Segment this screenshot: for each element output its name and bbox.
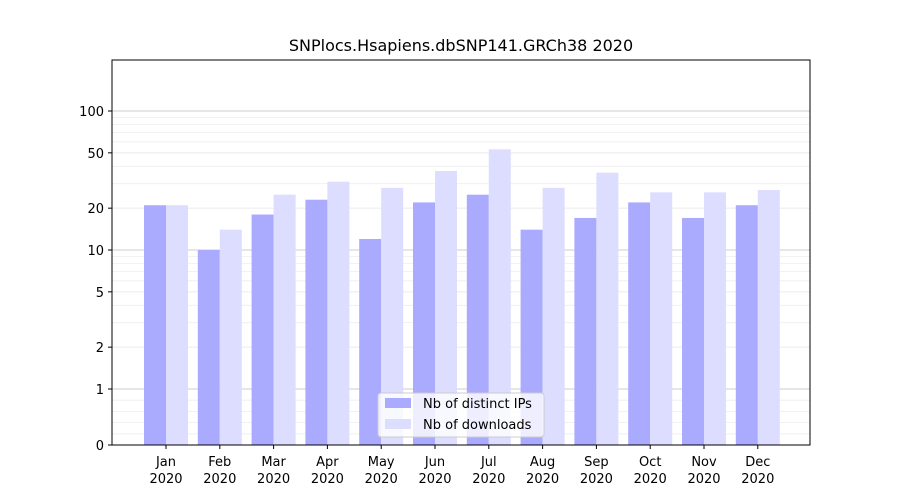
bar-distinct-ips-may <box>359 238 382 445</box>
y-tick-label: 2 <box>96 341 104 356</box>
y-tick-label: 0 <box>96 439 104 454</box>
bars <box>144 149 780 445</box>
bar-distinct-ips-feb <box>197 250 220 445</box>
x-tick-label-month: Mar <box>261 455 286 470</box>
y-tick-label: 100 <box>79 105 104 120</box>
bar-downloads-nov <box>704 192 726 445</box>
bar-distinct-ips-nov <box>682 217 704 445</box>
bar-distinct-ips-jul <box>466 194 489 445</box>
legend-swatch-distinct-ips <box>385 398 411 408</box>
bar-distinct-ips-oct <box>628 202 651 445</box>
y-tick-label: 50 <box>87 147 104 162</box>
bar-distinct-ips-dec <box>735 205 758 445</box>
x-tick-label-year: 2020 <box>472 472 505 487</box>
bar-distinct-ips-sep <box>574 217 597 445</box>
x-tick-label-year: 2020 <box>311 472 344 487</box>
bar-downloads-may <box>381 187 404 445</box>
y-tick-label: 5 <box>96 286 104 301</box>
x-axis-ticks: Jan 2020 Feb 2020 Mar 2020 Apr 2020 May 2020 Jun 20… <box>149 445 774 487</box>
bar-distinct-ips-jan <box>144 205 166 445</box>
x-tick-label-month: Jul <box>480 455 497 470</box>
bar-downloads-oct <box>650 192 673 445</box>
x-tick-label-year: 2020 <box>203 472 236 487</box>
x-tick-label-year: 2020 <box>418 472 451 487</box>
bar-downloads-apr <box>327 181 350 445</box>
x-tick-label-month: Jan <box>155 455 176 470</box>
x-tick-label-year: 2020 <box>741 472 774 487</box>
legend-box <box>377 392 545 438</box>
y-tick-label: 10 <box>87 244 104 259</box>
bar-distinct-ips-mar <box>251 214 274 445</box>
y-tick-label: 20 <box>87 202 104 217</box>
plot-frame <box>111 59 811 446</box>
x-tick-label-month: Oct <box>639 455 661 470</box>
x-tick-label-year: 2020 <box>365 472 398 487</box>
legend-label-distinct-ips: Nb of distinct IPs <box>423 397 532 412</box>
x-tick-label-year: 2020 <box>634 472 667 487</box>
legend-label-downloads: Nb of downloads <box>423 418 532 433</box>
bar-distinct-ips-apr <box>305 199 328 445</box>
bar-downloads-jun <box>435 171 457 445</box>
x-tick-label-month: May <box>368 455 395 470</box>
x-tick-label-month: Feb <box>208 455 231 470</box>
x-tick-label-year: 2020 <box>687 472 720 487</box>
x-tick-label-month: Aug <box>530 455 555 470</box>
bar-distinct-ips-aug <box>520 229 543 445</box>
chart-title: SNPlocs.Hsapiens.dbSNP141.GRCh38 2020 <box>289 36 633 55</box>
y-axis-ticks: 0 1 2 5 10 20 50 100 <box>79 105 112 454</box>
bar-downloads-aug <box>542 187 565 445</box>
x-tick-label-year: 2020 <box>580 472 613 487</box>
bar-downloads-jan <box>166 205 188 445</box>
bar-downloads-sep <box>596 172 619 445</box>
bar-downloads-dec <box>757 190 780 445</box>
x-tick-label-month: Jun <box>424 455 445 470</box>
x-tick-label-year: 2020 <box>257 472 290 487</box>
x-tick-label-year: 2020 <box>526 472 559 487</box>
x-tick-label-year: 2020 <box>149 472 182 487</box>
legend-swatch-downloads <box>385 419 411 429</box>
bar-distinct-ips-jun <box>413 202 435 445</box>
legend: Nb of distinct IPs Nb of downloads <box>377 392 545 438</box>
x-tick-label-month: Nov <box>691 455 717 470</box>
bar-downloads-mar <box>273 194 296 445</box>
x-tick-label-month: Apr <box>316 455 339 470</box>
y-tick-label: 1 <box>96 383 104 398</box>
x-tick-label-month: Dec <box>745 455 770 470</box>
x-tick-label-month: Sep <box>584 455 609 470</box>
bar-downloads-feb <box>219 229 242 445</box>
bar-downloads-jul <box>488 149 511 445</box>
